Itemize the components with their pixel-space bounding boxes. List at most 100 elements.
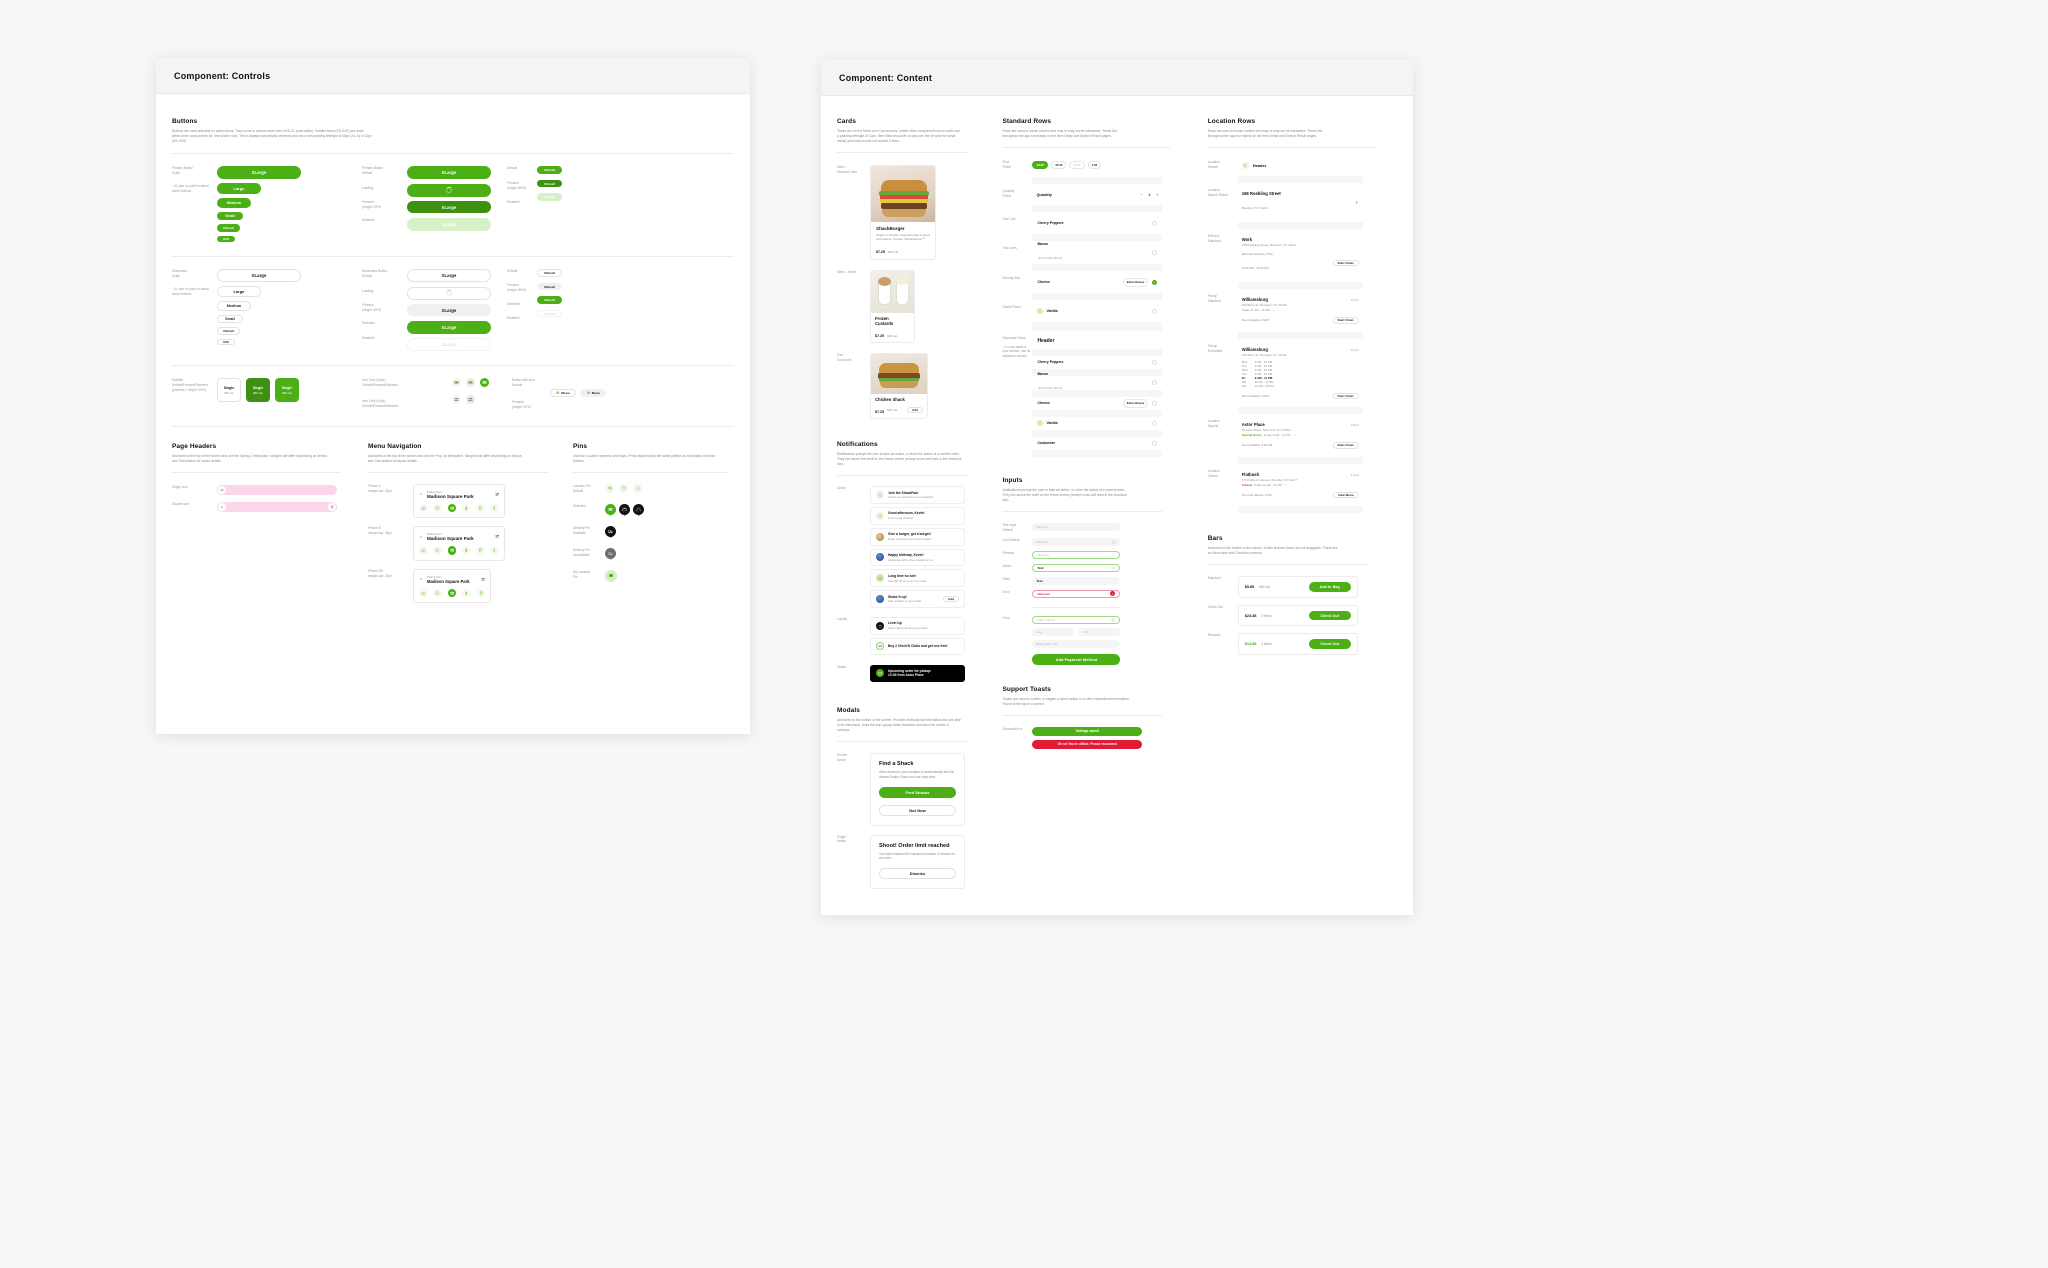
primary-button-xsmall[interactable]: XSmall	[217, 224, 240, 232]
pickup-standard-location[interactable]: Williamsburg 0.1 mi 160 Berry St, Brookl…	[1238, 294, 1363, 327]
row-vanilla[interactable]: Vanilla	[1032, 305, 1162, 318]
secondary-button-small[interactable]: Small	[217, 314, 243, 324]
secondary-button-large[interactable]: Large	[217, 286, 261, 298]
view-menu-button[interactable]: View Menu	[1332, 491, 1359, 499]
burger-icon-button-pressed[interactable]	[466, 378, 475, 388]
radio-button-selected[interactable]	[1152, 279, 1158, 285]
row-cheese-2[interactable]: Cheese Extra Cheese	[1032, 397, 1162, 410]
notification-item-loyalty[interactable]: Level Up Learn about all you new perks!	[870, 616, 965, 635]
chevron-right-icon[interactable]	[1354, 200, 1359, 205]
nav-icon-cone[interactable]	[490, 503, 499, 513]
row-chip-extra-cheese[interactable]: Extra Cheese	[1122, 398, 1149, 408]
modifier-pressed[interactable]: Single 360 cal.	[246, 378, 270, 403]
radio-button[interactable]	[1152, 420, 1158, 426]
pin-briefcase-selected[interactable]	[619, 503, 630, 517]
radio-button[interactable]	[1152, 400, 1158, 406]
secondary-button-xxs[interactable]: XXS	[217, 338, 235, 346]
check-out-button[interactable]: Check Out	[1308, 639, 1351, 649]
menu-button-default[interactable]: Menu	[550, 389, 576, 397]
add-payment-method-button[interactable]: Add Payment Method	[1032, 653, 1121, 665]
chevron-down-icon-button[interactable]	[218, 502, 226, 511]
xsmall-state-pressed[interactable]: XSmall	[537, 179, 562, 188]
notification-item[interactable]: Long time no see! Take $5 off on your ne…	[870, 569, 965, 588]
primary-button-small[interactable]: Small	[217, 211, 243, 221]
nav-icon-burger[interactable]	[447, 546, 457, 555]
filter-icon-button-pressed[interactable]	[466, 395, 475, 405]
start-order-button[interactable]: Start Order	[1332, 317, 1359, 324]
notification-item[interactable]: Give a burger, get a burger! Refer a fri…	[870, 527, 965, 546]
start-order-button[interactable]: Start Order	[1332, 259, 1359, 267]
nav-icon-drink[interactable]	[461, 546, 471, 555]
burger-icon-button-selected[interactable]	[480, 378, 489, 388]
clear-icon[interactable]	[1111, 566, 1116, 570]
menu-nav-card-iphonese[interactable]: Pickup from Madison Square Park	[413, 568, 491, 604]
primary-button-xlarge[interactable]: XLarge	[217, 166, 301, 180]
secondary-state-loading[interactable]	[407, 286, 491, 300]
quantity-stepper[interactable]: Quantity − 1 +	[1032, 189, 1162, 201]
modal-dismiss-button[interactable]: Dismiss	[879, 868, 956, 880]
nav-icon-recent[interactable]	[433, 503, 442, 513]
pin-delivery-unavailable[interactable]	[605, 547, 616, 561]
menu-nav-card-iphone8[interactable]: Pickup from Madison Square Park	[413, 526, 505, 561]
nav-icon-drink[interactable]	[461, 503, 471, 513]
quantity-plus-button[interactable]: +	[1156, 192, 1159, 197]
notification-item-status[interactable]: Upcoming order for pickup: 12:30 from As…	[870, 664, 965, 682]
add-to-bag-button[interactable]: Add to Bag	[1308, 582, 1351, 592]
location-special[interactable]: Astor Place 0.9 mi 51 Astor Place, New Y…	[1238, 419, 1363, 452]
nav-icon-burger[interactable]	[447, 503, 457, 513]
secondary-state-selected[interactable]: XLarge	[407, 320, 491, 334]
row-vanilla-2[interactable]: Vanilla	[1032, 417, 1162, 430]
text-input-active[interactable]: Text	[1032, 563, 1121, 572]
text-input-pressed[interactable]: Hint text	[1032, 550, 1121, 559]
pin-delivery-available[interactable]	[605, 525, 616, 539]
primary-state-default[interactable]: XLarge	[407, 166, 491, 180]
billing-zip-field[interactable]: Billing ZIP code	[1032, 639, 1121, 648]
menu-nav-card-iphonex[interactable]: Pickup from Madison Square Park	[413, 483, 505, 519]
nav-icon-recent[interactable]	[433, 546, 442, 555]
notification-item[interactable]: Join the ShackFam Create an account to e…	[870, 486, 965, 504]
pin-home-default[interactable]	[633, 483, 642, 495]
nav-icon-cone[interactable]	[490, 546, 499, 555]
menu-button-pressed[interactable]: Menu	[580, 389, 607, 397]
modifier-selected[interactable]: Single 360 cal.	[275, 378, 299, 403]
secondary-button-xlarge[interactable]: XLarge	[217, 269, 301, 283]
time-option-1230[interactable]: 12:30	[1051, 160, 1067, 170]
notification-item[interactable]: Shake it up! Add a shake to your order A…	[870, 590, 965, 608]
pin-burger-selected[interactable]	[605, 503, 616, 517]
nav-icon-drink[interactable]	[462, 588, 471, 598]
modal-primary-button[interactable]: Find Shacks	[879, 786, 956, 798]
nav-icon-gift[interactable]	[419, 503, 428, 513]
text-input-error[interactable]: Hint text !	[1032, 589, 1121, 598]
primary-button-large[interactable]: Large	[217, 183, 261, 195]
navigate-icon-button[interactable]	[328, 502, 336, 511]
row-cherry-peppers-2[interactable]: Cherry Peppers	[1032, 356, 1162, 369]
row-bacon-2[interactable]: Bacon +$1.75 Adds 100 cal.	[1032, 372, 1162, 390]
primary-state-pressed[interactable]: XLarge	[407, 201, 491, 214]
text-input-icon[interactable]: Hint text	[1032, 537, 1121, 546]
notification-item-progress[interactable]: 1/3 Buy 2 Chick'N Clubs and get one free…	[870, 637, 965, 655]
row-bacon[interactable]: Bacon +$1.75 Adds 100 cal.	[1032, 242, 1162, 260]
nav-icon-shake[interactable]	[476, 503, 485, 513]
radio-button[interactable]	[1152, 380, 1158, 386]
scan-icon[interactable]	[1111, 618, 1116, 622]
quantity-minus-button[interactable]: −	[1140, 192, 1143, 197]
expiry-field[interactable]: Exp.	[1032, 627, 1075, 636]
scan-icon[interactable]	[1112, 540, 1117, 544]
modal-find-a-shack[interactable]: Find a Shack Allow access to your locati…	[870, 753, 965, 826]
card-shackburger[interactable]: ShackBurger Single or Double Cheeseburge…	[870, 165, 936, 260]
card-chicken-shack[interactable]: Chicken Shack $7.25 520 cal. Add	[870, 352, 928, 419]
burger-icon-button-default[interactable]	[452, 378, 461, 388]
xsmall-sec-pressed[interactable]: XSmall	[537, 282, 562, 291]
filter-icon[interactable]	[480, 577, 486, 582]
primary-button-medium[interactable]: Medium	[217, 198, 251, 208]
start-order-button[interactable]: Start Order	[1332, 392, 1359, 400]
time-option-100[interactable]: 1:00	[1087, 160, 1102, 170]
nav-icon-recent[interactable]	[433, 588, 442, 598]
modifier-default[interactable]: Single 360 cal.	[217, 378, 241, 403]
radio-button[interactable]	[1152, 220, 1158, 226]
page-header-double[interactable]	[217, 501, 337, 512]
menu-icon-button[interactable]	[218, 485, 226, 494]
delivery-location[interactable]: Work 158 Roebling Street, Brooklyn, NY 1…	[1238, 234, 1363, 277]
time-option-asap[interactable]: ASAP	[1032, 160, 1049, 170]
bar-checkout[interactable]: $23.38 3 Items Check Out	[1237, 604, 1358, 627]
